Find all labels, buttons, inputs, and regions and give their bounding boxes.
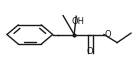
Text: O: O [105,30,111,39]
Text: O: O [87,47,93,56]
Text: OH: OH [72,17,85,26]
